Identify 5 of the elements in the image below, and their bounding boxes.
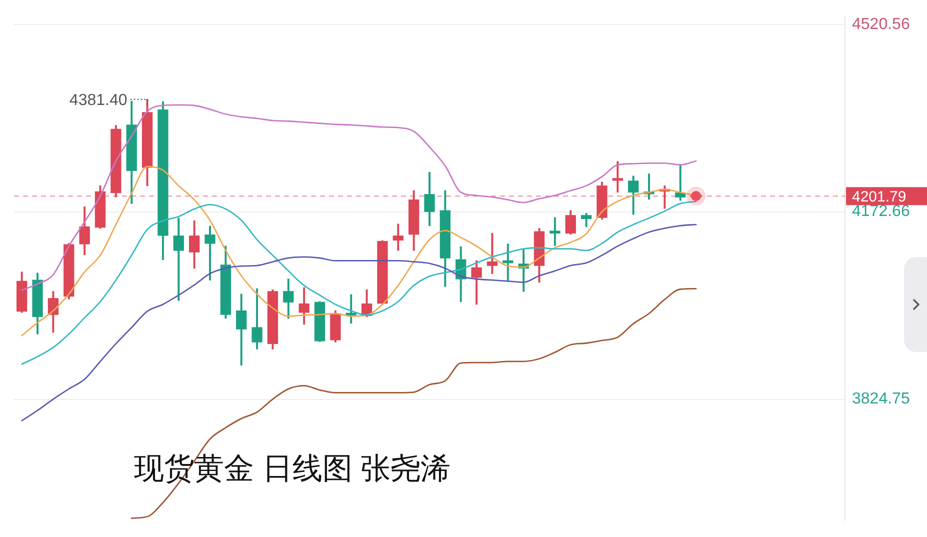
y-tick-label: 4172.66: [852, 203, 910, 220]
y-tick-label: 4520.56: [852, 16, 910, 33]
annotation: 4381.40: [69, 92, 128, 109]
ref-line-label: 4201.79: [852, 188, 906, 206]
y-tick-label: 3824.75: [852, 390, 910, 408]
